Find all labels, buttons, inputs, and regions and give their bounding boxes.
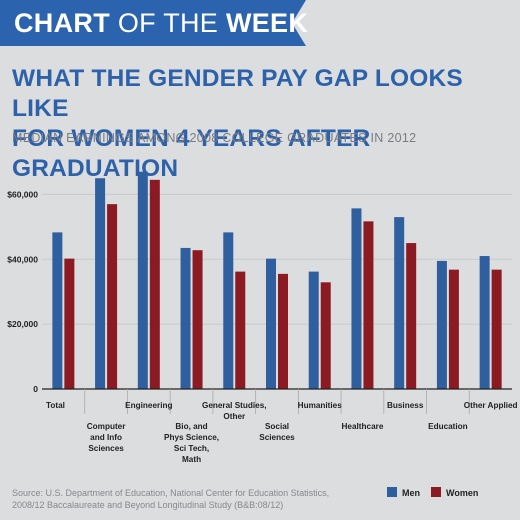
chart-of-the-week-banner [0, 0, 306, 46]
x-tick-label: Healthcare [342, 422, 384, 431]
bar-women [448, 269, 459, 389]
x-tick-label: Total [46, 401, 65, 410]
bar-women [406, 243, 417, 389]
bar-men [95, 178, 106, 389]
y-tick-label: $60,000 [7, 189, 38, 199]
banner-title: CHART OF THE WEEK [14, 8, 309, 38]
x-tick-label: General Studies, Other [202, 401, 267, 421]
bar-women [491, 269, 502, 389]
chart-title: WHAT THE GENDER PAY GAP LOOKS LIKE FOR W… [12, 65, 463, 182]
x-tick-label: Business [387, 401, 424, 410]
bar-chart: 0 $20,000 $40,000 $60,000 Total Computer and I… [7, 171, 518, 464]
legend-label-men: Men [402, 488, 420, 498]
y-tick-label: 0 [33, 384, 38, 394]
bar-men [266, 258, 276, 389]
bar-women [235, 271, 246, 389]
legend-item-men: Men [387, 487, 420, 498]
x-tick-label: Humanities [298, 401, 343, 410]
chart-subtitle: MEDIAN EARNINGS AMONG 2008 COLLEGE GRADU… [12, 131, 417, 145]
legend-swatch-women [431, 487, 441, 497]
x-tick-label: Other Applied [464, 401, 518, 410]
x-tick-label: Computer and Info Sciences [87, 422, 126, 453]
y-tick-label: $40,000 [7, 254, 38, 264]
source-note: Source: U.S. Department of Education, Na… [12, 488, 330, 510]
bar-men [436, 260, 447, 389]
legend-label-women: Women [446, 488, 479, 498]
x-tick-label: Social Sciences [259, 422, 295, 442]
bar-women [64, 258, 75, 389]
bar-men [180, 247, 191, 389]
legend-swatch-men [387, 487, 397, 497]
bar-men [479, 256, 490, 389]
bar-men [351, 208, 362, 389]
bar-women [278, 273, 288, 389]
legend-item-women: Women [431, 487, 478, 498]
bar-men [137, 171, 148, 389]
bar-women [363, 221, 374, 389]
bar-men [394, 217, 405, 389]
y-tick-label: $20,000 [7, 319, 38, 329]
x-tick-label: Bio, and Phys Science, Sci Tech, Math [164, 422, 219, 464]
bar-women [107, 204, 118, 389]
bar-women [149, 179, 160, 389]
bar-women [192, 250, 203, 389]
bar-women [320, 282, 331, 389]
x-tick-label: Engineering [125, 401, 172, 410]
x-tick-label: Education [428, 422, 468, 431]
bar-men [52, 232, 63, 389]
bar-men [223, 232, 234, 389]
bar-men [308, 271, 319, 389]
